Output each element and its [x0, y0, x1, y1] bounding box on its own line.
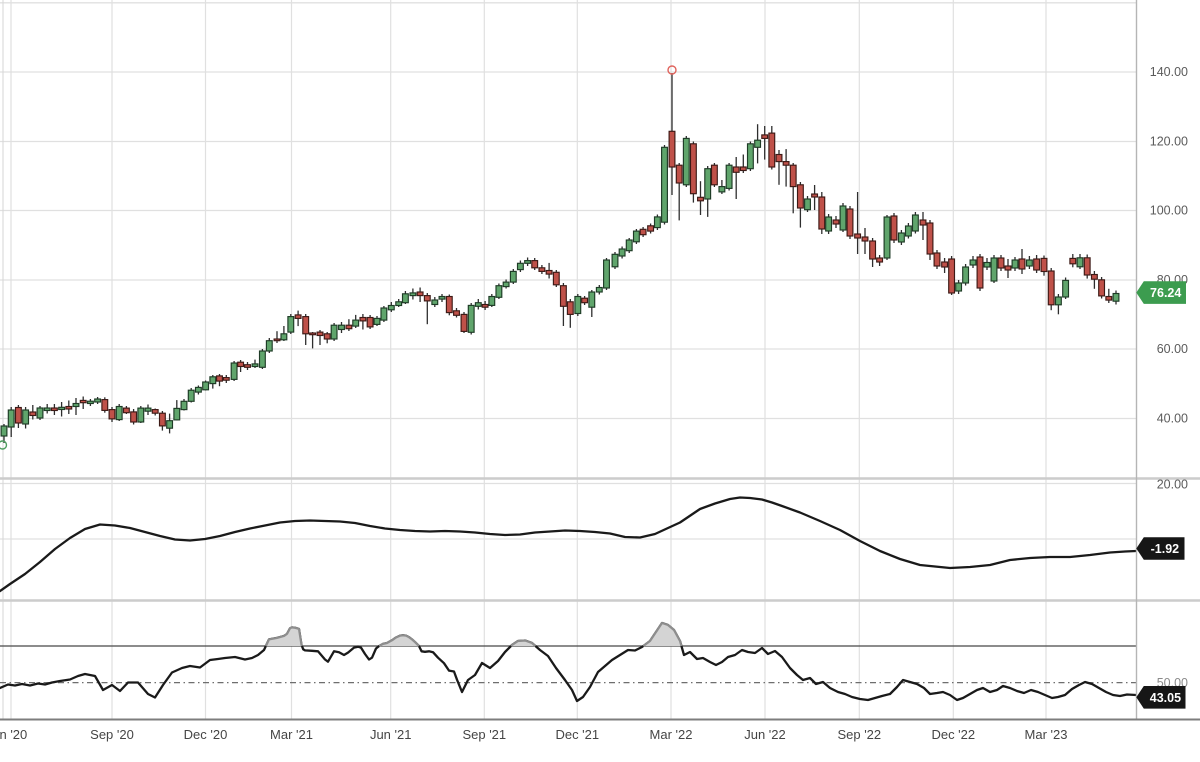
- svg-text:100.00: 100.00: [1150, 204, 1188, 218]
- svg-text:140.00: 140.00: [1150, 65, 1188, 79]
- svg-text:Sep '21: Sep '21: [462, 727, 506, 742]
- svg-text:120.00: 120.00: [1150, 135, 1188, 149]
- svg-text:40.00: 40.00: [1157, 412, 1188, 426]
- svg-text:Mar '23: Mar '23: [1025, 727, 1068, 742]
- svg-text:76.24: 76.24: [1150, 286, 1181, 300]
- svg-text:Dec '20: Dec '20: [184, 727, 228, 742]
- svg-text:20.00: 20.00: [1157, 478, 1188, 492]
- svg-text:43.05: 43.05: [1150, 691, 1181, 705]
- svg-text:Sep '22: Sep '22: [837, 727, 881, 742]
- svg-text:-1.92: -1.92: [1151, 542, 1180, 556]
- svg-text:Mar '22: Mar '22: [650, 727, 693, 742]
- svg-text:Sep '20: Sep '20: [90, 727, 134, 742]
- svg-text:60.00: 60.00: [1157, 342, 1188, 356]
- svg-text:Jun '20: Jun '20: [0, 727, 27, 742]
- svg-text:Jun '22: Jun '22: [744, 727, 786, 742]
- svg-text:Dec '22: Dec '22: [931, 727, 975, 742]
- svg-text:Dec '21: Dec '21: [555, 727, 599, 742]
- svg-text:Jun '21: Jun '21: [370, 727, 412, 742]
- svg-text:Mar '21: Mar '21: [270, 727, 313, 742]
